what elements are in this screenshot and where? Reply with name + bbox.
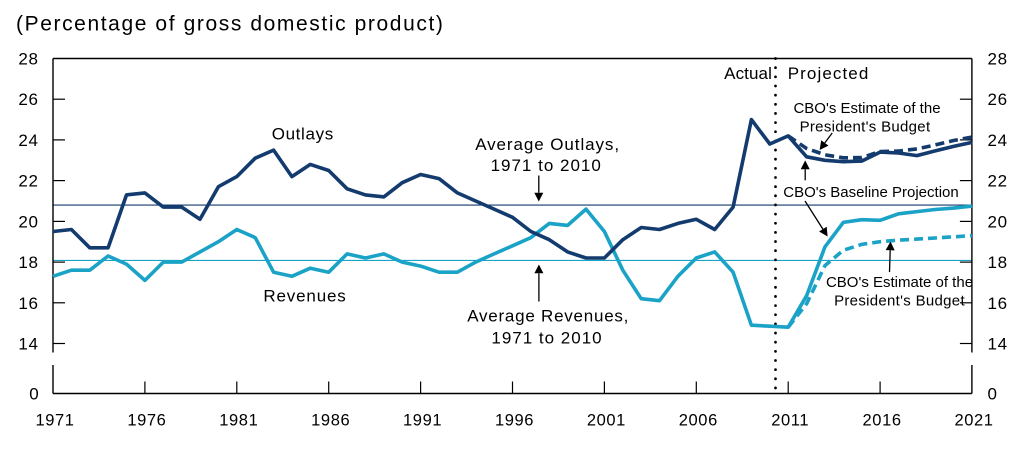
svg-text:Outlays: Outlays	[272, 125, 334, 144]
svg-text:CBO's Baseline Projection: CBO's Baseline Projection	[783, 184, 958, 201]
svg-text:28: 28	[988, 50, 1008, 69]
svg-text:22: 22	[988, 172, 1008, 191]
svg-text:1996: 1996	[495, 412, 534, 430]
svg-text:1981: 1981	[219, 412, 258, 430]
svg-text:18: 18	[18, 253, 38, 272]
svg-text:24: 24	[988, 131, 1008, 150]
svg-text:President's Budget: President's Budget	[834, 293, 965, 310]
svg-text:1976: 1976	[127, 412, 166, 430]
svg-text:26: 26	[18, 90, 38, 109]
svg-text:2001: 2001	[587, 412, 626, 430]
svg-text:20: 20	[988, 212, 1008, 231]
svg-text:(Percentage of gross domestic: (Percentage of gross domestic product)	[16, 13, 444, 36]
svg-text:28: 28	[18, 50, 38, 69]
svg-text:14: 14	[988, 334, 1008, 353]
svg-text:1971 to 2010: 1971 to 2010	[491, 156, 602, 175]
svg-text:2021: 2021	[954, 412, 993, 430]
svg-text:1971 to 2010: 1971 to 2010	[491, 329, 602, 348]
svg-text:24: 24	[18, 131, 38, 150]
svg-text:16: 16	[18, 294, 38, 313]
svg-text:14: 14	[18, 334, 38, 353]
svg-text:Average Revenues,: Average Revenues,	[467, 307, 629, 326]
svg-text:2011: 2011	[771, 412, 809, 430]
svg-text:Actual: Actual	[724, 64, 772, 83]
svg-text:2006: 2006	[679, 412, 718, 430]
svg-text:Average Outlays,: Average Outlays,	[475, 135, 620, 154]
svg-text:26: 26	[988, 90, 1008, 109]
svg-text:President's Budget: President's Budget	[800, 119, 931, 136]
svg-text:2016: 2016	[863, 412, 902, 430]
svg-text:0: 0	[988, 385, 997, 404]
svg-text:Projected: Projected	[788, 64, 870, 83]
svg-text:20: 20	[18, 212, 38, 231]
svg-text:0: 0	[29, 385, 38, 404]
svg-text:1971: 1971	[35, 412, 74, 430]
svg-text:22: 22	[18, 172, 38, 191]
svg-text:CBO's Estimate of the: CBO's Estimate of the	[793, 100, 940, 117]
svg-text:CBO's Estimate of the: CBO's Estimate of the	[826, 274, 973, 291]
svg-text:18: 18	[988, 253, 1008, 272]
svg-text:Revenues: Revenues	[263, 287, 346, 306]
svg-text:16: 16	[988, 294, 1008, 313]
svg-text:1991: 1991	[403, 412, 442, 430]
svg-text:1986: 1986	[311, 412, 350, 430]
